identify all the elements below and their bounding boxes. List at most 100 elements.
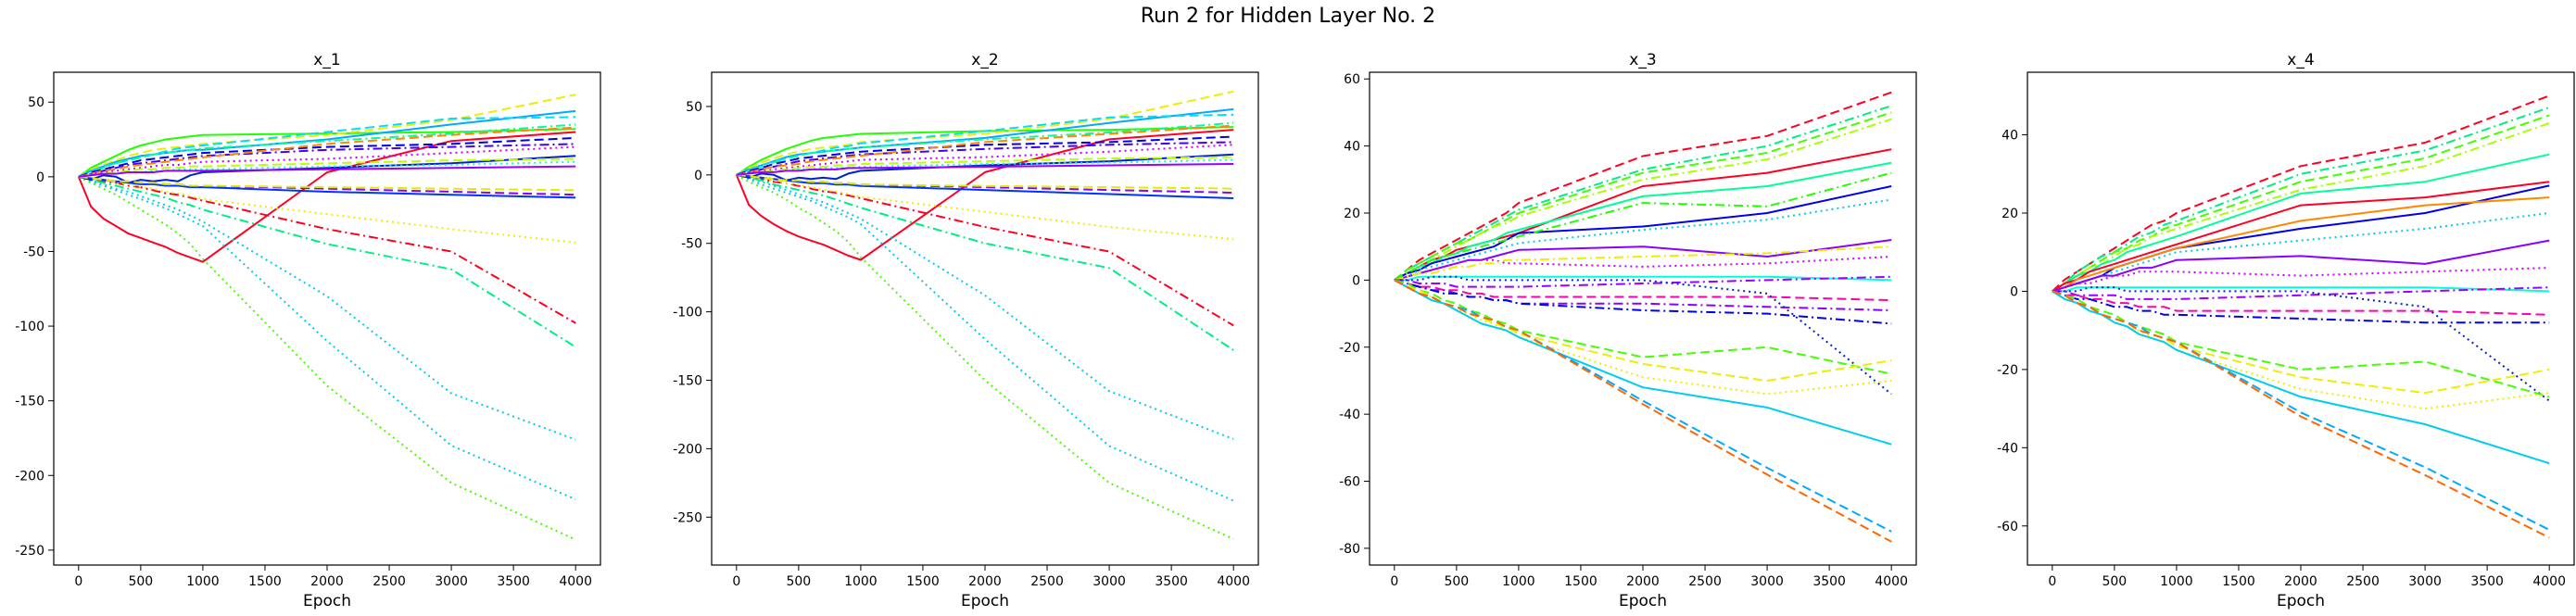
series-line-18: [78, 157, 576, 178]
x-tick-label: 1500: [248, 574, 282, 589]
x-tick-label: 4000: [559, 574, 592, 589]
x-tick-label: 3000: [435, 574, 468, 589]
series-line-2: [736, 173, 1234, 540]
series-line-4: [78, 175, 576, 441]
series-group: [735, 90, 1234, 540]
y-tick-label: 0: [694, 169, 702, 183]
y-tick-label: 50: [686, 100, 702, 115]
series-line-14: [78, 143, 576, 178]
x-tick-label: 3500: [1812, 574, 1846, 589]
series-line-19: [78, 160, 576, 178]
series-line-5: [78, 175, 576, 324]
series-line-20: [1394, 279, 1892, 382]
y-tick-label: -250: [15, 544, 44, 559]
x-tick-label: 0: [74, 574, 82, 589]
y-tick-label: -250: [673, 510, 702, 525]
series-line-3: [78, 175, 576, 501]
y-tick-label: -100: [673, 306, 702, 321]
subplot-title: x_4: [2287, 51, 2314, 69]
series-line-8: [2052, 196, 2550, 293]
subplot-2: 0 500 1000 1500 2000 2500 3000 3500 4000-250-200…: [673, 51, 1259, 610]
series-line-21: [78, 175, 576, 199]
y-tick-label: 40: [2001, 129, 2018, 144]
x-tick-label: 500: [1444, 574, 1469, 589]
x-tick-label: 500: [786, 574, 811, 589]
x-tick-label: 4000: [2532, 574, 2566, 589]
series-line-2: [2052, 107, 2550, 293]
series-line-6: [78, 175, 576, 348]
x-tick-label: 2000: [968, 574, 1002, 589]
x-tick-label: 3500: [497, 574, 530, 589]
series-line-18: [736, 156, 1234, 176]
x-tick-label: 3000: [1750, 574, 1784, 589]
series-line-6: [1394, 161, 1892, 282]
series-line-11: [736, 113, 1234, 176]
x-tick-label: 1000: [186, 574, 220, 589]
x-tick-label: 3000: [2408, 574, 2442, 589]
series-line-15: [736, 124, 1234, 176]
x-tick-label: 3000: [1092, 574, 1126, 589]
series-line-5: [2052, 153, 2550, 293]
y-tick-label: -150: [673, 374, 702, 389]
series-line-23: [78, 165, 576, 178]
y-tick-label: -150: [15, 395, 44, 409]
x-tick-label: 4000: [1875, 574, 1908, 589]
y-tick-label: -50: [23, 245, 44, 259]
series-line-16: [78, 145, 576, 178]
y-tick-label: 60: [1344, 72, 1360, 87]
series-line-15: [78, 126, 576, 178]
series-line-22: [2052, 290, 2550, 539]
series-line-12: [736, 121, 1234, 176]
subplot-1: 0 500 1000 1500 2000 2500 3000 3500 4000-250-200…: [15, 51, 601, 610]
x-tick-label: 0: [2048, 574, 2056, 589]
y-tick-label: -20: [1339, 341, 1360, 356]
x-tick-label: 1500: [2222, 574, 2255, 589]
y-tick-label: 0: [1352, 273, 1360, 288]
x-tick-label: 1000: [2160, 574, 2193, 589]
y-tick-label: -80: [1339, 542, 1360, 557]
x-tick-label: 2500: [1688, 574, 1722, 589]
series-line-2: [78, 175, 576, 541]
series-line-15: [2052, 290, 2550, 324]
series-line-13: [78, 136, 576, 178]
series-line-20: [736, 173, 1234, 194]
series-line-16: [736, 144, 1234, 176]
x-tick-label: 1000: [844, 574, 878, 589]
series-line-16: [1394, 279, 1892, 311]
series-group: [2052, 94, 2550, 539]
x-tick-label: 0: [1390, 574, 1398, 589]
series-line-24: [1394, 279, 1892, 543]
series-line-4: [736, 173, 1234, 440]
series-line-19: [736, 158, 1234, 176]
series-line-17: [78, 155, 576, 184]
subplot-4: 0 500 1000 1500 2000 2500 3000 3500 4000 -60 -40 -2…: [1997, 51, 2575, 610]
series-line-22: [1394, 279, 1892, 446]
series-line-3: [736, 173, 1234, 502]
x-tick-label: 1000: [1502, 574, 1535, 589]
y-tick-label: 20: [1344, 207, 1360, 221]
y-tick-label: -40: [1997, 441, 2018, 456]
y-tick-label: -200: [15, 469, 44, 484]
subplot-title: x_2: [971, 51, 998, 69]
series-line-1: [2052, 94, 2550, 293]
y-tick-label: -100: [15, 320, 44, 334]
y-tick-label: 20: [2001, 207, 2018, 221]
y-tick-label: -50: [681, 237, 702, 252]
y-tick-label: 0: [2010, 284, 2018, 299]
series-line-21: [1394, 279, 1892, 396]
series-line-4: [1394, 118, 1892, 282]
x-tick-label: 2000: [310, 574, 344, 589]
series-line-7: [736, 173, 1234, 241]
series-line-13: [2052, 286, 2550, 300]
x-tick-label: 2500: [373, 574, 406, 589]
series-line-9: [736, 90, 1234, 176]
x-tick-label: 2000: [2284, 574, 2317, 589]
series-line-19: [2052, 290, 2550, 410]
y-tick-label: 0: [36, 170, 44, 185]
series-line-22: [78, 175, 576, 192]
series-line-14: [2052, 290, 2550, 316]
series-line-9: [1394, 198, 1892, 282]
x-tick-label: 2500: [1030, 574, 1064, 589]
series-line-9: [78, 94, 576, 178]
x-axis-label: Epoch: [2277, 592, 2325, 610]
